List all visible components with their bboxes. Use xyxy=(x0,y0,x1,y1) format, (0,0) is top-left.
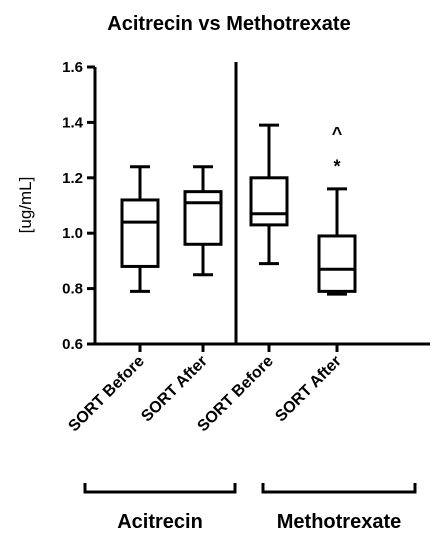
iqr-box xyxy=(120,198,160,268)
y-tick-label: 0.6 xyxy=(62,336,83,353)
iqr-box xyxy=(249,176,289,227)
x-tick-label: SORT Before xyxy=(65,353,147,435)
x-tick-label: SORT After xyxy=(138,353,211,426)
y-tick-label: 1.0 xyxy=(62,225,83,242)
y-axis-label: [ug/mL] xyxy=(16,177,35,234)
group-bracket xyxy=(83,483,237,494)
group-label: Acitrecin xyxy=(117,511,203,533)
iqr-box xyxy=(317,234,357,293)
box-2 xyxy=(183,165,223,277)
significance-marker: * xyxy=(333,157,340,177)
y-tick-label: 1.2 xyxy=(62,170,83,187)
axes xyxy=(83,62,430,494)
significance-marker: ^ xyxy=(332,123,343,143)
box-1 xyxy=(120,165,160,293)
iqr-box xyxy=(183,190,223,246)
box-4 xyxy=(317,187,357,296)
x-tick-label: SORT After xyxy=(272,353,345,426)
chart-title: Acitrecin vs Methotrexate xyxy=(107,13,350,35)
box-marks xyxy=(120,123,357,296)
group-bracket xyxy=(261,483,417,494)
y-tick-label: 0.8 xyxy=(62,281,83,298)
y-tick-label: 1.4 xyxy=(62,114,84,131)
y-tick-label: 1.6 xyxy=(62,59,83,76)
box-3 xyxy=(249,123,289,266)
group-label: Methotrexate xyxy=(277,511,401,533)
